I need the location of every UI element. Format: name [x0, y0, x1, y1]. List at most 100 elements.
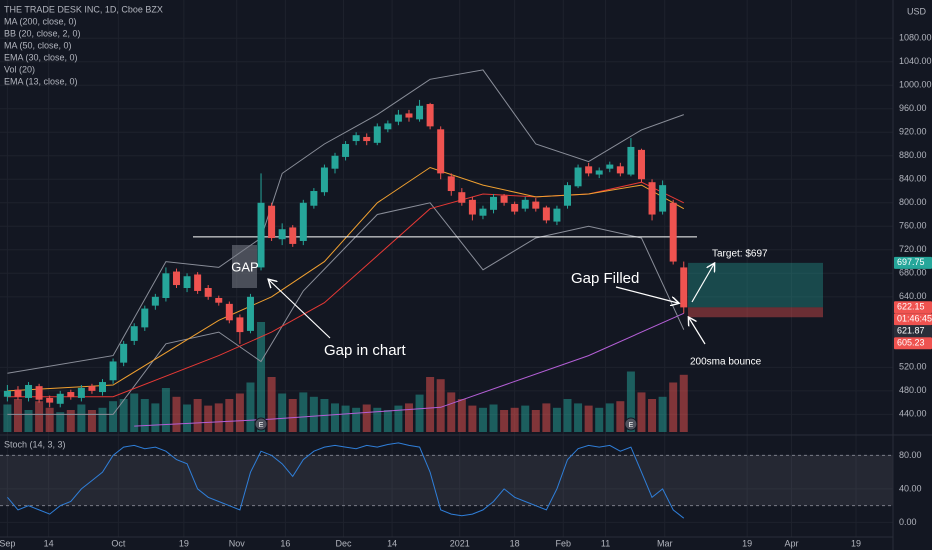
candle-body — [3, 390, 11, 397]
candle-body — [109, 361, 117, 381]
candle-body — [627, 146, 635, 175]
volume-bar — [510, 407, 519, 432]
volume-bar — [542, 403, 551, 432]
price-tag — [894, 256, 932, 269]
candle — [521, 196, 529, 212]
annotations: GAP Gap in chart Gap Filled Target: $697… — [231, 245, 768, 431]
candle-body — [595, 170, 603, 175]
candle — [352, 132, 360, 146]
arrow — [615, 286, 678, 303]
earnings-label: E — [259, 422, 264, 429]
volume-bar — [426, 377, 435, 432]
volume-bar — [478, 407, 487, 432]
x-tick-label: Feb — [556, 538, 572, 548]
volume-bar — [109, 401, 118, 432]
volume-bar — [119, 399, 128, 432]
arrow — [269, 280, 331, 339]
y-tick-label: 1000.00 — [899, 80, 932, 90]
x-tick-label: 19 — [179, 538, 189, 548]
candle-body — [183, 276, 191, 288]
candle-body — [447, 176, 455, 192]
indicator-line — [134, 312, 685, 427]
volume-bar — [563, 399, 572, 432]
volume-bar — [45, 407, 54, 432]
x-tick-label: Nov — [229, 538, 246, 548]
y-tick-label: 680.00 — [899, 268, 927, 278]
legend-entry: EMA (30, close, 0) — [4, 52, 78, 62]
candle-body — [14, 389, 22, 397]
candle-body — [299, 202, 307, 241]
volume-bar — [373, 407, 382, 432]
candle — [120, 340, 128, 367]
volume-bar — [658, 396, 667, 432]
x-tick-label: Mar — [657, 538, 673, 548]
candle-body — [162, 273, 170, 298]
price-tag — [894, 313, 932, 326]
x-tick-label: Apr — [785, 538, 799, 548]
y-tick-label: 480.00 — [899, 385, 927, 395]
candle — [130, 323, 138, 346]
x-tick-label: 19 — [742, 538, 752, 548]
candle-body — [680, 267, 688, 308]
volume-bar — [24, 410, 33, 432]
x-tick-label: Sep — [0, 538, 15, 548]
candle-body — [416, 105, 424, 120]
candle-body — [236, 317, 244, 333]
candle — [574, 164, 582, 189]
volume-bar — [436, 379, 445, 432]
candle-body — [394, 114, 402, 122]
gap-label: GAP — [231, 259, 258, 274]
candle — [299, 199, 307, 246]
y-tick-label: 520.00 — [899, 362, 927, 372]
candle-body — [331, 155, 339, 169]
candle-body — [88, 386, 96, 391]
candle-body — [225, 303, 233, 321]
price-tag — [894, 337, 932, 350]
symbol-title: THE TRADE DESK INC, 1D, Cboe BZX — [4, 4, 163, 14]
volume-bar — [130, 393, 139, 432]
candle-body — [310, 191, 318, 206]
volume-bar — [404, 403, 413, 432]
candle — [289, 225, 297, 247]
candle — [194, 272, 202, 294]
y-tick-label: 440.00 — [899, 409, 927, 419]
volume-bar — [257, 322, 266, 432]
volume-bar — [35, 401, 44, 432]
candle-body — [77, 387, 85, 398]
y-tick-label: 880.00 — [899, 150, 927, 160]
volume-bar — [394, 405, 403, 432]
candle — [585, 162, 593, 177]
candle — [109, 358, 117, 384]
y-tick-label: 840.00 — [899, 174, 927, 184]
candle — [394, 109, 402, 126]
volume-bar — [267, 377, 276, 432]
candle — [627, 138, 635, 177]
volume-bar — [531, 410, 540, 432]
volume-bar — [468, 405, 477, 432]
stoch-band — [0, 455, 893, 506]
candle-body — [426, 104, 434, 127]
volume-bar — [204, 405, 213, 432]
volume-bar — [341, 405, 350, 432]
volume-bar — [616, 401, 625, 432]
candle-body — [35, 386, 43, 400]
y-tick-label: 720.00 — [899, 244, 927, 254]
volume-bar — [288, 399, 297, 432]
candle-body — [99, 382, 107, 393]
candle — [225, 301, 233, 324]
candle-body — [648, 182, 656, 215]
volume-bar — [457, 399, 466, 432]
candle-body — [215, 297, 223, 303]
x-tick-label: 19 — [851, 538, 861, 548]
arrow — [689, 318, 706, 345]
candle-body — [246, 296, 254, 331]
currency: USD — [907, 6, 927, 16]
candle-body — [511, 203, 519, 212]
candle-body — [468, 199, 476, 215]
y-tick-label: 80.00 — [899, 450, 922, 460]
candle-body — [542, 207, 550, 221]
candle — [162, 267, 170, 302]
candle — [25, 382, 33, 402]
volume-bar — [626, 371, 635, 432]
earnings-label: E — [629, 422, 634, 429]
